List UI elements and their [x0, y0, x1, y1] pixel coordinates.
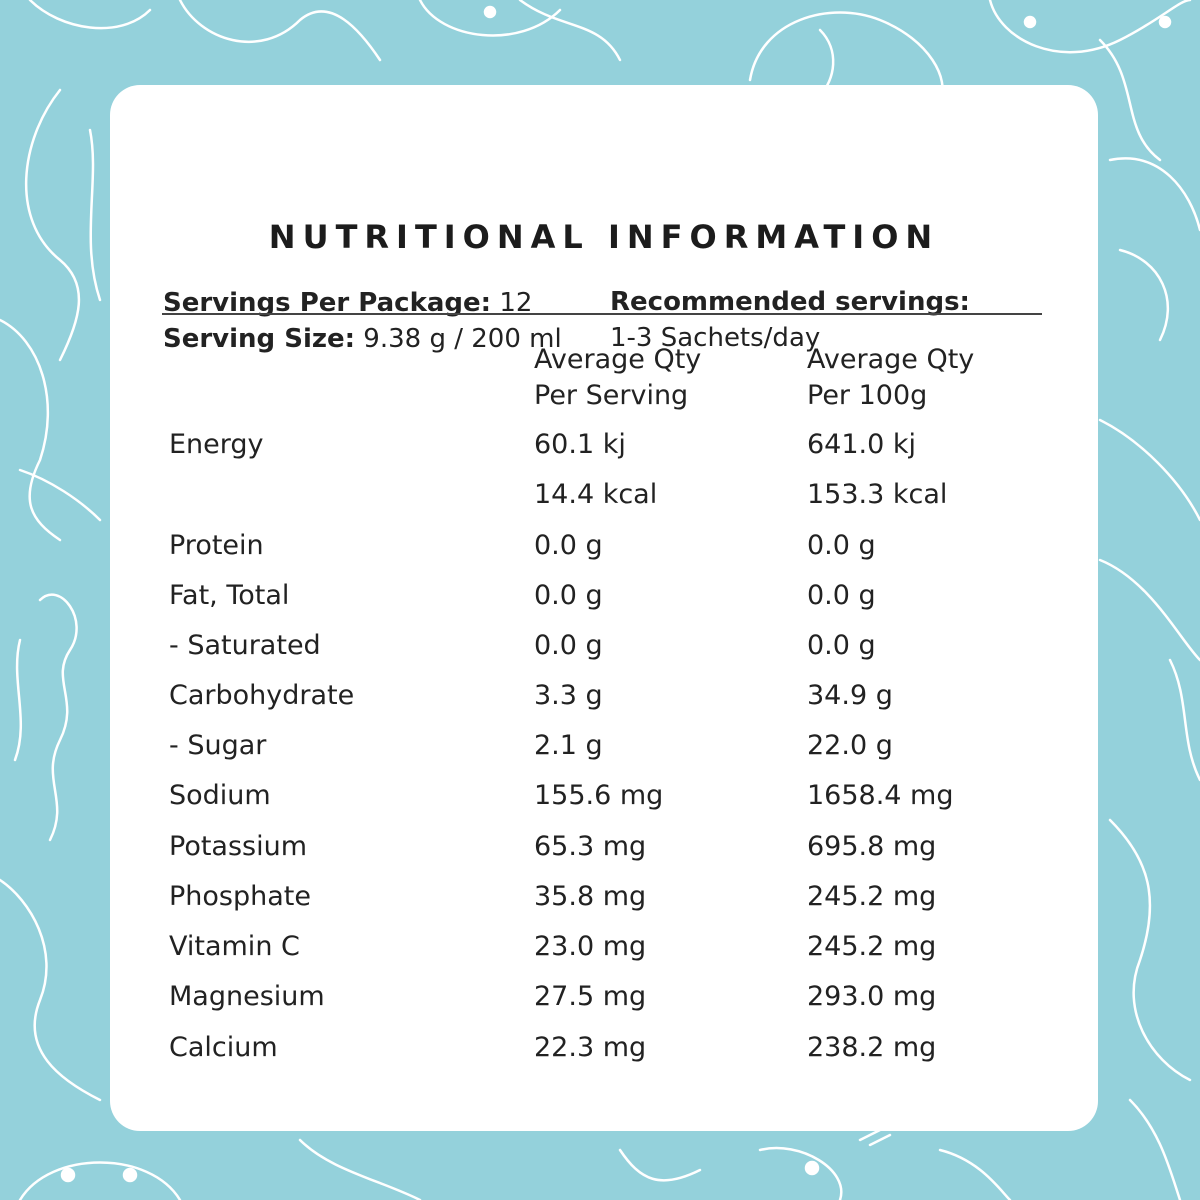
per-100g-value: 695.8 mg — [807, 831, 937, 862]
nutrient-name: - Saturated — [169, 630, 321, 661]
per-100g-value: 1658.4 mg — [807, 780, 954, 811]
servings-per-package: Servings Per Package: 12 — [163, 285, 603, 321]
column-header-per-100g-line1: Average Qty — [807, 344, 975, 375]
per-100g-value: 0.0 g — [807, 630, 876, 661]
per-serving-value: 2.1 g — [534, 730, 603, 761]
recommended-servings: Recommended servings: 1-3 Sachets/day — [610, 284, 1050, 356]
per-100g-value: 245.2 mg — [807, 881, 937, 912]
column-header-per-serving-line2: Per Serving — [534, 380, 689, 411]
nutrient-name: Fat, Total — [169, 580, 290, 611]
table-row: 14.4 kcal 153.3 kcal — [110, 475, 1098, 515]
per-100g-value: 0.0 g — [807, 580, 876, 611]
recommended-servings-label: Recommended servings: — [610, 287, 970, 317]
per-serving-value: 155.6 mg — [534, 780, 664, 811]
table-row: - Saturated 0.0 g 0.0 g — [110, 626, 1098, 666]
table-row: Calcium 22.3 mg 238.2 mg — [110, 1028, 1098, 1068]
nutrient-name: Phosphate — [169, 881, 311, 912]
nutrient-name: Potassium — [169, 831, 308, 862]
nutrient-name: Energy — [169, 429, 264, 460]
per-serving-value: 65.3 mg — [534, 831, 647, 862]
column-header-per-100g-line2: Per 100g — [807, 380, 928, 411]
per-serving-value: 0.0 g — [534, 630, 603, 661]
page-title: NUTRITIONAL INFORMATION — [268, 218, 940, 256]
per-100g-value: 153.3 kcal — [807, 479, 948, 510]
column-header-per-100g: Average Qty Per 100g — [807, 342, 974, 414]
per-serving-value: 0.0 g — [534, 530, 603, 561]
serving-size: Serving Size: 9.38 g / 200 ml — [163, 321, 603, 357]
per-serving-value: 22.3 mg — [534, 1032, 647, 1063]
serving-size-label: Serving Size: — [163, 324, 356, 354]
per-serving-value: 35.8 mg — [534, 881, 647, 912]
per-serving-value: 23.0 mg — [534, 931, 647, 962]
nutrient-name: Calcium — [169, 1032, 278, 1063]
nutrient-name: Sodium — [169, 780, 271, 811]
table-row: Carbohydrate 3.3 g 34.9 g — [110, 676, 1098, 716]
table-row: Sodium 155.6 mg 1658.4 mg — [110, 776, 1098, 816]
table-row: Energy 60.1 kj 641.0 kj — [110, 425, 1098, 465]
per-100g-value: 293.0 mg — [807, 981, 937, 1012]
nutrition-card: NUTRITIONAL INFORMATION Servings Per Pac… — [110, 85, 1098, 1131]
per-100g-value: 238.2 mg — [807, 1032, 937, 1063]
table-row: Magnesium 27.5 mg 293.0 mg — [110, 977, 1098, 1017]
per-100g-value: 641.0 kj — [807, 429, 917, 460]
per-serving-value: 60.1 kj — [534, 429, 626, 460]
per-100g-value: 0.0 g — [807, 530, 876, 561]
nutrient-name: - Sugar — [169, 730, 267, 761]
table-row: - Sugar 2.1 g 22.0 g — [110, 726, 1098, 766]
nutrient-name: Magnesium — [169, 981, 325, 1012]
serving-size-value: 9.38 g / 200 ml — [363, 324, 562, 354]
table-row: Phosphate 35.8 mg 245.2 mg — [110, 877, 1098, 917]
per-100g-value: 22.0 g — [807, 730, 893, 761]
table-row: Vitamin C 23.0 mg 245.2 mg — [110, 927, 1098, 967]
per-serving-value: 3.3 g — [534, 680, 603, 711]
per-serving-value: 14.4 kcal — [534, 479, 658, 510]
table-row: Fat, Total 0.0 g 0.0 g — [110, 576, 1098, 616]
nutrient-name: Protein — [169, 530, 264, 561]
divider — [162, 313, 1042, 315]
table-row: Potassium 65.3 mg 695.8 mg — [110, 827, 1098, 867]
per-100g-value: 245.2 mg — [807, 931, 937, 962]
column-header-per-serving: Average Qty Per Serving — [534, 342, 701, 414]
nutrient-name: Carbohydrate — [169, 680, 355, 711]
per-serving-value: 0.0 g — [534, 580, 603, 611]
table-row: Protein 0.0 g 0.0 g — [110, 526, 1098, 566]
per-serving-value: 27.5 mg — [534, 981, 647, 1012]
column-header-per-serving-line1: Average Qty — [534, 344, 702, 375]
recommended-servings-value: 1-3 Sachets/day — [610, 323, 821, 353]
nutrient-name: Vitamin C — [169, 931, 300, 962]
per-100g-value: 34.9 g — [807, 680, 893, 711]
